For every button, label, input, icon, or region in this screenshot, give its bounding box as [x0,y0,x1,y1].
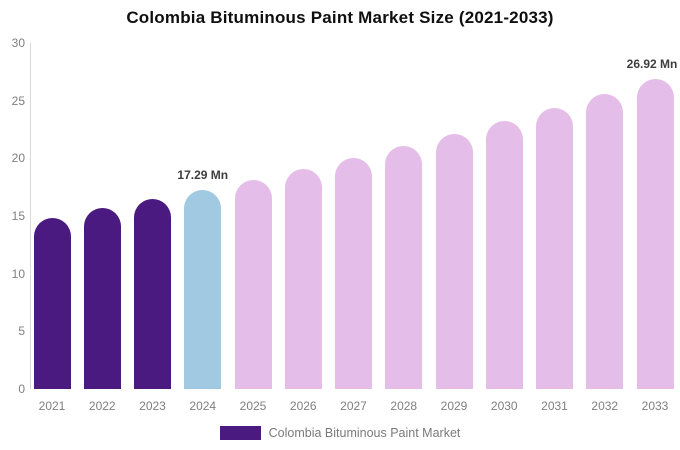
bar-2028[interactable] [385,146,423,389]
x-tick-label-2021: 2021 [38,399,66,413]
chart-title: Colombia Bituminous Paint Market Size (2… [126,8,554,27]
bar-2033[interactable] [636,78,674,389]
legend-swatch-icon[interactable] [219,426,261,440]
x-tick-label-2028: 2028 [390,399,418,413]
bar-2027[interactable] [335,157,372,389]
y-tick-label-0: 0 [18,382,25,396]
bar-2023[interactable] [134,199,171,389]
y-tick-label-10: 10 [11,266,25,281]
x-tick-label-2031: 2031 [541,399,568,413]
y-axis-line [30,43,31,389]
legend-label[interactable]: Colombia Bituminous Paint Market [268,426,461,440]
value-label-2024: 17.29 Mn [177,167,229,182]
x-tick-label-2022: 2022 [88,399,116,413]
x-tick-label-2023: 2023 [139,399,166,413]
y-tick-label-25: 25 [11,93,25,108]
x-tick-label-2033: 2033 [641,399,669,413]
bar-2021[interactable] [33,217,71,389]
bar-2024[interactable] [184,189,222,389]
x-tick-label-2026: 2026 [289,399,317,413]
bar-2025[interactable] [234,179,272,389]
x-tick-label-2024: 2024 [189,399,217,413]
legend: Colombia Bituminous Paint Market [0,426,680,440]
y-tick-label-15: 15 [11,209,25,223]
y-tick-label-20: 20 [11,151,25,166]
y-tick-label-5: 5 [18,324,25,339]
value-label-2033: 26.92 Mn [626,56,678,71]
x-tick-label-2027: 2027 [340,399,367,413]
x-tick-label-2029: 2029 [440,399,468,413]
bar-2030[interactable] [485,121,523,389]
x-tick-label-2030: 2030 [490,399,518,413]
bar-2031[interactable] [536,107,573,389]
x-tick-label-2025: 2025 [239,399,267,413]
bar-2022[interactable] [83,208,121,389]
x-tick-label-2032: 2032 [591,399,619,413]
bar-2032[interactable] [586,93,624,389]
bar-2026[interactable] [284,169,322,389]
bar-2029[interactable] [435,134,473,389]
y-tick-label-30: 30 [11,36,25,50]
